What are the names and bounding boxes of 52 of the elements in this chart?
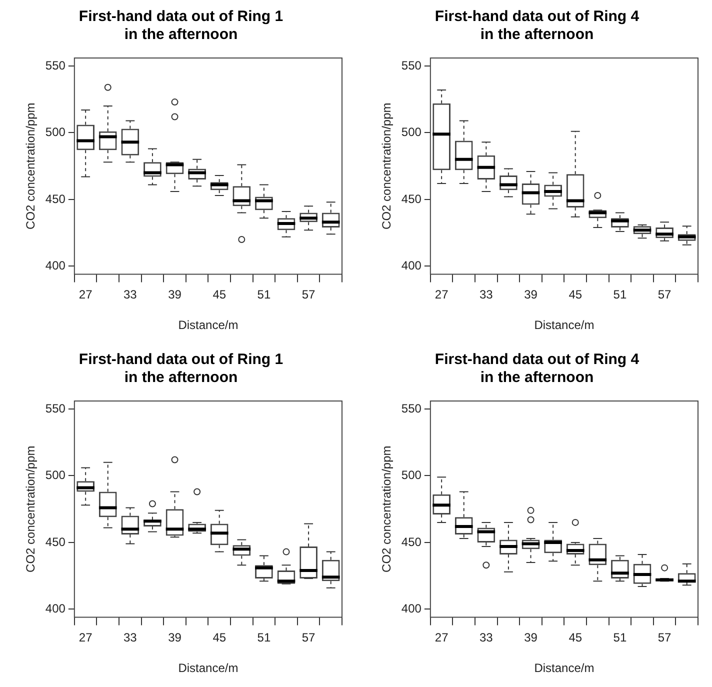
y-axis-title: CO2 concentration/ppm bbox=[380, 102, 394, 230]
x-axis-title: Distance/m bbox=[534, 318, 594, 332]
y-tick-label: 550 bbox=[401, 58, 422, 72]
x-tick-label: 39 bbox=[168, 630, 182, 645]
x-tick-label: 45 bbox=[212, 288, 226, 302]
x-axis-title: Distance/m bbox=[178, 318, 238, 332]
x-tick-label: 51 bbox=[613, 288, 627, 302]
y-tick-label: 450 bbox=[401, 534, 422, 549]
x-axis-title: Distance/m bbox=[178, 661, 238, 676]
chart-title: First-hand data out of Ring 1 in the afternoon bbox=[78, 351, 284, 386]
x-tick-label: 57 bbox=[658, 288, 672, 302]
x-tick-label: 33 bbox=[123, 630, 138, 645]
x-tick-label: 51 bbox=[257, 630, 271, 645]
x-tick-label: 33 bbox=[123, 288, 138, 302]
y-axis-title: CO2 concentration/ppm bbox=[24, 446, 38, 572]
y-tick-label: 400 bbox=[401, 602, 422, 616]
x-tick-label: 45 bbox=[568, 288, 582, 302]
chart-title: First-hand data out of Ring 4 in the afternoon bbox=[434, 8, 640, 44]
chart-title: First-hand data out of Ring 4 in the afternoon bbox=[434, 351, 640, 386]
y-tick-label: 500 bbox=[45, 125, 66, 140]
y-tick-label: 550 bbox=[401, 401, 422, 416]
x-tick-label: 57 bbox=[658, 630, 672, 645]
y-tick-label: 400 bbox=[45, 258, 66, 273]
y-tick-label: 500 bbox=[401, 468, 422, 482]
y-tick-label: 550 bbox=[45, 401, 66, 416]
y-tick-label: 450 bbox=[401, 192, 422, 206]
x-tick-label: 33 bbox=[479, 288, 494, 302]
y-tick-label: 400 bbox=[45, 602, 66, 616]
y-axis-title: CO2 concentration/ppm bbox=[380, 446, 394, 572]
x-tick-label: 45 bbox=[212, 630, 226, 645]
x-tick-label: 27 bbox=[434, 630, 449, 645]
x-tick-label: 27 bbox=[434, 288, 449, 302]
chart-title: First-hand data out of Ring 1 in the afternoon bbox=[78, 8, 284, 44]
x-tick-label: 51 bbox=[613, 630, 627, 645]
y-tick-label: 400 bbox=[401, 258, 422, 273]
x-tick-label: 51 bbox=[257, 288, 271, 302]
x-axis-title: Distance/m bbox=[534, 661, 594, 676]
x-tick-label: 57 bbox=[302, 288, 316, 302]
y-tick-label: 450 bbox=[45, 192, 66, 206]
y-tick-label: 550 bbox=[45, 58, 66, 72]
y-tick-label: 500 bbox=[45, 468, 66, 482]
x-tick-label: 39 bbox=[524, 630, 538, 645]
y-tick-label: 450 bbox=[45, 534, 66, 549]
x-tick-label: 33 bbox=[479, 630, 494, 645]
x-tick-label: 45 bbox=[568, 630, 582, 645]
x-tick-label: 39 bbox=[168, 288, 182, 302]
x-tick-label: 39 bbox=[524, 288, 538, 302]
y-axis-title: CO2 concentration/ppm bbox=[24, 102, 38, 230]
x-tick-label: 27 bbox=[78, 630, 93, 645]
x-tick-label: 57 bbox=[302, 630, 316, 645]
x-tick-label: 27 bbox=[78, 288, 93, 302]
y-tick-label: 500 bbox=[401, 125, 422, 140]
